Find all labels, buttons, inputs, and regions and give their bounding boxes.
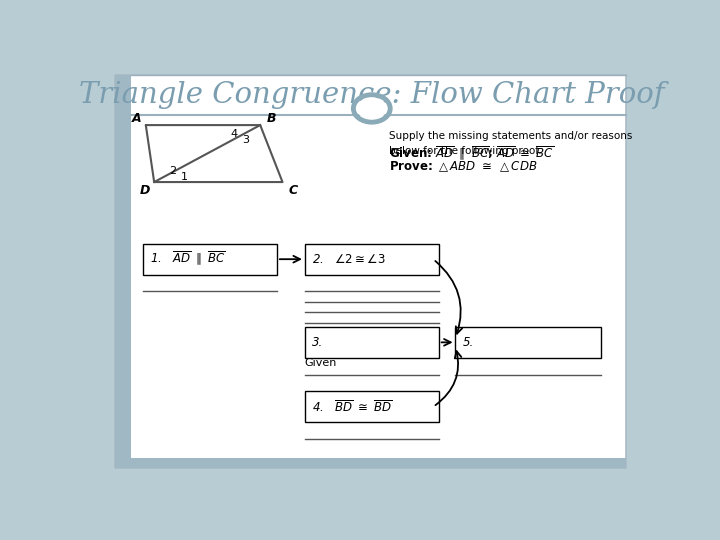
- Text: 1.   $\overline{AD}$ $\parallel$ $\overline{BC}$: 1. $\overline{AD}$ $\parallel$ $\overlin…: [150, 250, 226, 268]
- Text: 2.   $\angle 2 \cong \angle 3$: 2. $\angle 2 \cong \angle 3$: [312, 253, 386, 266]
- Text: C: C: [288, 184, 297, 197]
- Text: B: B: [267, 112, 276, 125]
- Bar: [115, 458, 626, 468]
- Text: 3: 3: [242, 135, 249, 145]
- Text: Given: $\overline{AD}$ $\parallel$ $\overline{BC}$; $\overline{AD}$ $\cong$ $\ov: Given: $\overline{AD}$ $\parallel$ $\ove…: [389, 145, 554, 164]
- Text: Given: Given: [305, 359, 337, 368]
- Text: 2: 2: [169, 166, 176, 176]
- FancyBboxPatch shape: [456, 327, 600, 358]
- FancyBboxPatch shape: [305, 244, 438, 275]
- Circle shape: [356, 97, 387, 120]
- Text: 5.: 5.: [463, 336, 474, 349]
- Text: 4.   $\overline{BD}$ $\cong$ $\overline{BD}$: 4. $\overline{BD}$ $\cong$ $\overline{BD…: [312, 399, 392, 415]
- Text: 3.: 3.: [312, 336, 323, 349]
- FancyBboxPatch shape: [115, 75, 626, 468]
- FancyBboxPatch shape: [305, 391, 438, 422]
- FancyBboxPatch shape: [305, 327, 438, 358]
- Text: Triangle Congruence: Flow Chart Proof: Triangle Congruence: Flow Chart Proof: [79, 81, 665, 109]
- Text: 4: 4: [230, 129, 238, 139]
- Text: Supply the missing statements and/or reasons
below for the following proof.: Supply the missing statements and/or rea…: [389, 131, 632, 156]
- Text: 1: 1: [181, 172, 188, 183]
- Bar: [115, 75, 131, 468]
- FancyBboxPatch shape: [143, 244, 277, 275]
- Text: D: D: [140, 184, 150, 197]
- Text: Prove: $\triangle ABD$ $\cong$ $\triangle CDB$: Prove: $\triangle ABD$ $\cong$ $\triangl…: [389, 159, 537, 174]
- Text: A: A: [132, 112, 141, 125]
